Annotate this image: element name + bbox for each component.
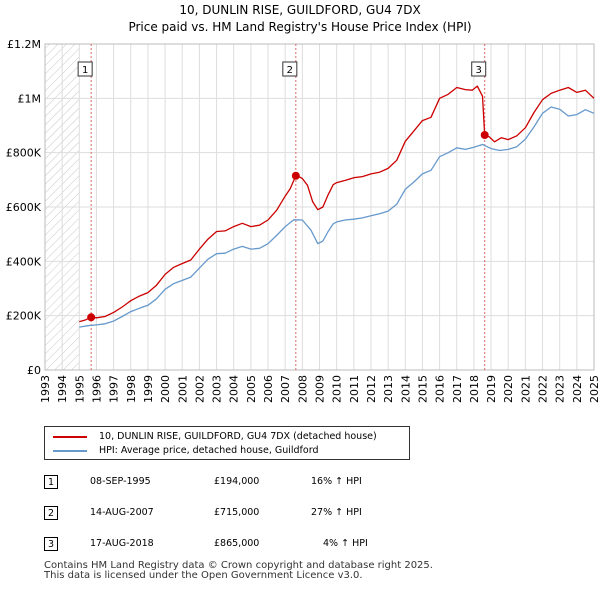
y-tick-label: £600K (6, 201, 42, 214)
x-tick-label: 2013 (382, 375, 395, 403)
sale-date: 17-AUG-2018 (90, 538, 154, 549)
x-tick-label: 2012 (365, 375, 378, 403)
x-tick-label: 2018 (468, 375, 481, 403)
x-tick-label: 2024 (571, 375, 584, 403)
sale-row: 1 08-SEP-1995 £194,000 16% ↑ HPI (44, 475, 444, 491)
sale-marker-badge: 3 (44, 537, 58, 551)
chart-plot: 1 2 3 £0 £200K £400K £600K £800K £1M £1.2M 1993 199… (6, 38, 600, 403)
title-line: 10, DUNLIN RISE, GUILDFORD, GU4 7DX (179, 3, 421, 17)
sale-row: 3 17-AUG-2018 £865,000 4% ↑ HPI (44, 537, 444, 553)
x-tick-label: 1999 (142, 375, 155, 403)
x-tick-label: 2000 (159, 375, 172, 403)
x-tick-label: 2017 (451, 375, 464, 403)
footer-licence: This data is licensed under the Open Gov… (44, 570, 363, 581)
sale-hpi-change: 4% ↑ HPI (323, 538, 368, 549)
sale-price: £715,000 (214, 507, 260, 518)
x-tick-label: 2010 (331, 375, 344, 403)
x-tick-label: 1997 (108, 375, 121, 403)
y-tick-label: £200K (6, 310, 42, 323)
sale-label-box (77, 61, 93, 77)
x-tick-label: 2016 (434, 375, 447, 403)
x-tick-label: 2011 (348, 375, 361, 403)
sale-hpi-change: 27% ↑ HPI (311, 507, 362, 518)
y-tick-label: £1M (18, 92, 42, 105)
x-tick-label: 2006 (262, 375, 275, 403)
sale-label-text: 3 (476, 65, 482, 76)
footer: Contains HM Land Registry data © Crown c… (44, 561, 433, 581)
x-tick-label: 2025 (588, 375, 600, 403)
sale-price: £865,000 (214, 538, 260, 549)
sale-date: 14-AUG-2007 (90, 507, 154, 518)
y-tick-label: £1.2M (7, 38, 41, 51)
footer-copyright: Contains HM Land Registry data © Crown c… (44, 560, 433, 571)
x-tick-label: 2022 (537, 375, 550, 403)
y-tick-label: £0 (27, 364, 41, 377)
legend-label-property: 10, DUNLIN RISE, GUILDFORD, GU4 7DX (det… (99, 431, 377, 442)
sale-price: £194,000 (214, 476, 260, 487)
x-tick-label: 2005 (245, 375, 258, 403)
x-tick-label: 2014 (399, 375, 412, 403)
series-line-hpi (79, 106, 595, 328)
x-tick-label: 1995 (73, 375, 86, 403)
sale-marker-badge: 1 (44, 475, 58, 489)
sale-label-box (471, 61, 487, 77)
x-tick-label: 1998 (125, 375, 138, 403)
legend-swatch-hpi (53, 450, 87, 452)
sale-point (291, 171, 300, 180)
x-tick-label: 1996 (90, 375, 103, 403)
series-line-property (79, 85, 595, 323)
legend-swatch-property (53, 436, 87, 438)
legend: 10, DUNLIN RISE, GUILDFORD, GU4 7DX (det… (44, 426, 410, 460)
plot-border (44, 43, 595, 371)
x-tick-label: 2015 (416, 375, 429, 403)
subtitle-line: Price paid vs. HM Land Registry's House … (128, 20, 472, 34)
sale-hpi-change: 16% ↑ HPI (311, 476, 362, 487)
sale-label-text: 1 (82, 65, 88, 76)
x-tick-label: 2004 (228, 375, 241, 403)
x-tick-label: 2003 (211, 375, 224, 403)
x-tick-label: 2020 (502, 375, 515, 403)
y-tick-label: £400K (6, 255, 42, 268)
sale-date: 08-SEP-1995 (90, 476, 151, 487)
sale-label-text: 2 (287, 65, 293, 76)
y-tick-label: £800K (6, 147, 42, 160)
x-tick-label: 2008 (296, 375, 309, 403)
x-tick-label: 2009 (314, 375, 327, 403)
x-tick-label: 2007 (279, 375, 292, 403)
x-tick-label: 2023 (554, 375, 567, 403)
sale-marker-badge: 2 (44, 506, 58, 520)
x-tick-label: 2019 (485, 375, 498, 403)
x-tick-label: 2002 (193, 375, 206, 403)
x-tick-label: 2001 (176, 375, 189, 403)
chart-title: 10, DUNLIN RISE, GUILDFORD, GU4 7DX Pric… (0, 2, 600, 36)
x-tick-label: 1994 (56, 375, 69, 403)
x-tick-label: 2021 (519, 375, 532, 403)
legend-label-hpi: HPI: Average price, detached house, Guil… (99, 445, 319, 456)
x-tick-label: 1993 (39, 375, 52, 403)
sale-point (480, 131, 489, 140)
sale-point (87, 313, 96, 322)
sale-label-box (282, 61, 298, 77)
sale-row: 2 14-AUG-2007 £715,000 27% ↑ HPI (44, 506, 444, 522)
